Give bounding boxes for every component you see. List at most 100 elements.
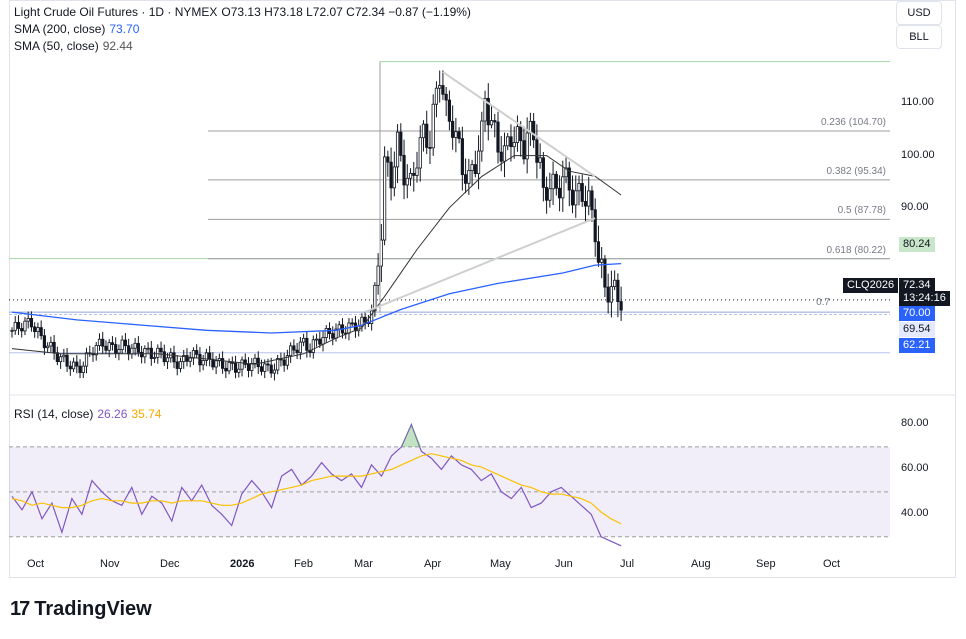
candle-down xyxy=(557,187,562,199)
candle-up xyxy=(489,120,494,126)
candle-down xyxy=(532,120,536,141)
rsi-overbought-fill xyxy=(401,424,422,447)
candle-up xyxy=(94,345,98,356)
candle-up xyxy=(551,173,555,190)
candle-down xyxy=(350,322,354,325)
candle-down xyxy=(305,337,309,351)
rsi-band-fill xyxy=(9,446,890,537)
candle-down xyxy=(282,359,286,366)
time-axis-tick: May xyxy=(490,558,511,570)
candle-up xyxy=(311,339,315,353)
candle-down xyxy=(606,286,610,303)
candle-down xyxy=(295,349,299,354)
time-axis-tick: 2026 xyxy=(230,558,255,570)
sma50-legend: SMA (50, close) 92.44 xyxy=(14,39,133,53)
candle-down xyxy=(580,183,584,202)
unit-button[interactable]: BLL xyxy=(896,25,942,49)
candle-down xyxy=(42,335,47,349)
candle-up xyxy=(600,258,604,263)
candle-down xyxy=(224,367,228,372)
candle-down xyxy=(52,341,56,354)
candle-up xyxy=(182,355,186,363)
fib-level-label: 0.7 xyxy=(816,297,830,309)
candle-up xyxy=(376,265,380,286)
candle-up xyxy=(165,357,170,363)
currency-button[interactable]: USD xyxy=(896,1,942,25)
fib-level-label: 0.382 (95.34) xyxy=(826,165,887,177)
candle-up xyxy=(370,310,374,324)
candle-down xyxy=(522,140,526,160)
candle-down xyxy=(541,157,545,188)
time-axis-tick: Oct xyxy=(823,558,841,570)
brand-name: TradingView xyxy=(34,598,152,620)
price-axis-tick: 100.00 xyxy=(901,148,935,161)
candle-up xyxy=(23,320,27,332)
candle-up xyxy=(515,126,520,143)
tradingview-brand[interactable]: 17 TradingView xyxy=(10,598,152,621)
candle-down xyxy=(554,173,558,189)
candle-up xyxy=(564,167,568,178)
rsi-axis-tick: 60.00 xyxy=(901,462,929,475)
candle-up xyxy=(13,322,17,331)
candle-down xyxy=(211,358,215,368)
time-axis-tick: Jul xyxy=(620,558,635,570)
candle-up xyxy=(237,368,241,373)
candle-up xyxy=(227,361,231,372)
candle-down xyxy=(593,209,597,243)
candle-down xyxy=(428,147,432,149)
price-and-rsi-chart[interactable] xyxy=(0,0,966,580)
candle-down xyxy=(266,363,270,366)
candle-down xyxy=(386,156,390,163)
candle-up xyxy=(26,317,30,322)
time-axis-tick: Jun xyxy=(555,558,573,570)
candle-down xyxy=(68,365,72,370)
candle-up xyxy=(201,360,205,366)
candle-up xyxy=(454,131,458,138)
candle-down xyxy=(246,363,251,371)
candle-down xyxy=(230,361,234,364)
candle-down xyxy=(493,120,497,123)
time-axis-tick: Nov xyxy=(100,558,120,570)
candle-up xyxy=(470,164,474,171)
candle-up xyxy=(373,284,377,312)
candle-up xyxy=(156,347,160,358)
candle-up xyxy=(46,345,50,349)
candle-down xyxy=(233,362,238,373)
candle-up xyxy=(418,137,422,169)
candle-up xyxy=(609,286,614,303)
candle-up xyxy=(467,170,471,184)
candle-down xyxy=(509,136,513,148)
candle-down xyxy=(486,97,490,126)
rsi-axis-tick: 40.00 xyxy=(901,507,929,520)
candle-up xyxy=(71,361,76,370)
candle-up xyxy=(81,365,85,373)
fib-level-label: 0.5 (87.78) xyxy=(837,205,886,217)
candle-down xyxy=(55,352,59,363)
time-axis-tick: Feb xyxy=(294,558,313,570)
candle-down xyxy=(65,354,69,367)
candle-up xyxy=(152,356,157,359)
candle-up xyxy=(360,316,364,327)
candle-up xyxy=(548,188,552,201)
triangle-lower-line xyxy=(364,217,596,314)
candle-down xyxy=(127,345,131,355)
candle-up xyxy=(117,349,121,354)
candle-down xyxy=(104,345,108,351)
candle-up xyxy=(415,167,419,176)
candle-down xyxy=(220,358,225,369)
candle-down xyxy=(399,131,403,156)
candle-down xyxy=(20,328,24,332)
candle-up xyxy=(143,348,147,358)
candle-down xyxy=(198,353,202,366)
candle-down xyxy=(39,327,43,337)
price-axis-tick: 90.00 xyxy=(901,200,929,213)
candle-down xyxy=(139,351,144,358)
time-axis-tick: Oct xyxy=(27,558,45,570)
candle-down xyxy=(535,139,539,163)
candle-down xyxy=(457,131,461,140)
candle-down xyxy=(603,258,607,288)
candle-up xyxy=(421,123,426,139)
candle-up xyxy=(321,337,325,345)
candle-up xyxy=(97,338,102,346)
candle-up xyxy=(253,357,257,364)
